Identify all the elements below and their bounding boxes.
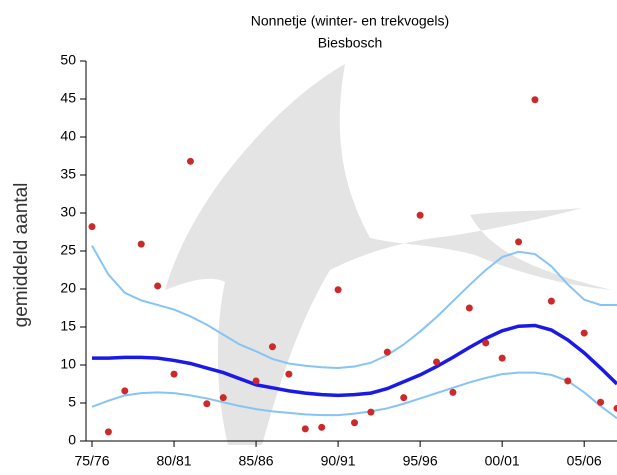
y-tick-label: 30 — [60, 204, 76, 220]
trend-line — [92, 323, 617, 398]
x-tick-label: 75/76 — [74, 453, 109, 469]
data-point — [104, 428, 112, 436]
data-point — [465, 304, 473, 312]
data-point — [301, 425, 309, 433]
data-point — [268, 343, 276, 351]
data-point — [367, 408, 375, 416]
y-tick-label: 40 — [60, 128, 76, 144]
data-point — [219, 394, 227, 402]
data-point — [498, 354, 506, 362]
data-point — [597, 398, 605, 406]
data-point — [515, 238, 523, 246]
data-point — [252, 377, 260, 385]
x-tick-label: 85/86 — [239, 453, 274, 469]
y-tick-label: 45 — [60, 90, 76, 106]
data-point — [531, 96, 539, 104]
y-tick-label: 5 — [68, 394, 76, 410]
swallow-watermark — [165, 64, 612, 445]
y-tick-label: 20 — [60, 280, 76, 296]
trend-line — [91, 245, 617, 370]
x-tick-label: 90/91 — [321, 453, 356, 469]
data-point — [318, 423, 326, 431]
x-tick-label: 00/01 — [485, 453, 520, 469]
y-tick-label: 0 — [68, 432, 76, 448]
y-tick-label: 15 — [60, 318, 76, 334]
data-point — [383, 348, 391, 356]
x-tick-label: 95/96 — [403, 453, 438, 469]
data-point — [416, 211, 424, 219]
data-point — [170, 370, 178, 378]
data-point — [449, 388, 457, 396]
data-point — [88, 223, 96, 231]
data-point — [285, 370, 293, 378]
y-tick-label: 10 — [60, 356, 76, 372]
data-point — [154, 282, 162, 290]
y-axis-label: gemiddeld aantal — [11, 183, 32, 328]
chart-title: Nonnetje (winter- en trekvogels) — [251, 13, 449, 29]
data-point — [121, 387, 129, 395]
x-tick-label: 05/06 — [567, 453, 602, 469]
y-tick-label: 50 — [60, 52, 76, 68]
y-tick-label: 25 — [60, 242, 76, 258]
data-point — [203, 400, 211, 408]
data-point — [186, 157, 194, 165]
data-point — [334, 286, 342, 294]
data-point — [613, 404, 617, 412]
data-point — [547, 297, 555, 305]
trend-line — [91, 371, 617, 420]
data-point — [400, 394, 408, 402]
data-point — [482, 339, 490, 347]
data-point — [564, 377, 572, 385]
data-point — [351, 419, 358, 427]
chart-subtitle: Biesbosch — [318, 35, 383, 51]
data-point — [580, 329, 588, 337]
data-point — [137, 240, 145, 248]
x-tick-label: 80/81 — [157, 453, 192, 469]
y-tick-label: 35 — [60, 166, 76, 182]
data-point — [433, 358, 441, 366]
